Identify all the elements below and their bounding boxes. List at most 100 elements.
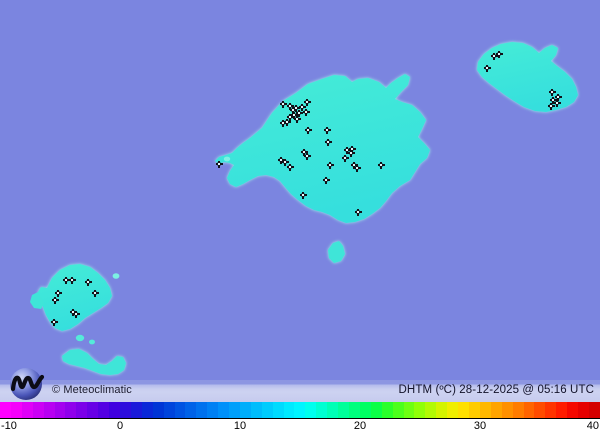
colorbar-swatch-10 [109, 402, 120, 418]
station-mallorca-23[interactable] [303, 152, 311, 160]
colorbar-swatch-52 [567, 402, 579, 418]
station-menorca-01[interactable] [490, 52, 498, 60]
station-mallorca-15[interactable] [304, 126, 312, 134]
layer-timestamp-label: DHTM (ºC) 28-12-2025 @ 05:16 UTC [398, 384, 594, 396]
colorbar-swatch-41 [447, 402, 459, 418]
station-eivissa-08[interactable] [72, 310, 80, 318]
colorbar-swatch-5 [54, 402, 66, 418]
station-mallorca-04[interactable] [289, 106, 297, 114]
colorbar-swatch-54 [588, 402, 600, 418]
station-mallorca-08[interactable] [286, 113, 294, 121]
colorbar-swatch-27 [294, 402, 306, 418]
station-mallorca-27[interactable] [326, 161, 334, 169]
station-mallorca-03[interactable] [286, 102, 294, 110]
station-menorca-06[interactable] [549, 96, 557, 104]
landmass-eivissa [30, 264, 112, 331]
colorbar-swatch-0 [0, 402, 11, 418]
colorbar-swatch-17 [185, 402, 197, 418]
landmass-cabrera [328, 241, 345, 263]
colorbar-swatch-18 [196, 402, 208, 418]
colorbar-swatch-16 [174, 402, 186, 418]
station-mallorca-18[interactable] [343, 146, 351, 154]
station-mallorca-10[interactable] [298, 103, 306, 111]
colorbar-swatch-42 [458, 402, 469, 418]
station-mallorca-14[interactable] [303, 98, 311, 106]
station-menorca-04[interactable] [548, 88, 556, 96]
colorbar-tick-20: 20 [353, 420, 367, 432]
station-eivissa-06[interactable] [91, 289, 99, 297]
station-mallorca-33[interactable] [354, 208, 362, 216]
station-mallorca-19[interactable] [348, 145, 356, 153]
station-mallorca-13[interactable] [279, 119, 287, 127]
station-menorca-08[interactable] [547, 102, 555, 110]
colorbar-swatch-20 [218, 402, 230, 418]
station-mallorca-31[interactable] [322, 176, 330, 184]
station-menorca-02[interactable] [495, 50, 503, 58]
colorbar-swatch-39 [425, 402, 437, 418]
station-eivissa-04[interactable] [54, 289, 62, 297]
colorbar-swatch-53 [578, 402, 589, 418]
station-menorca-07[interactable] [553, 99, 561, 107]
colorbar-swatch-44 [479, 402, 491, 418]
landmass-sa-dragonera [223, 156, 231, 162]
station-eivissa-01[interactable] [62, 276, 70, 284]
colorbar-swatch-36 [392, 402, 404, 418]
landmass-espalmador [75, 273, 120, 345]
colorbar-tick--10: -10 [1, 420, 17, 432]
station-mallorca-21[interactable] [341, 154, 349, 162]
station-mallorca-09[interactable] [293, 115, 301, 123]
colorbar-swatch-35 [381, 402, 393, 418]
station-mallorca-20[interactable] [347, 149, 355, 157]
colorbar-tick-40: 40 [586, 420, 599, 432]
colorbar-swatch-29 [316, 402, 328, 418]
colorbar-swatch-8 [87, 402, 99, 418]
station-mallorca-26[interactable] [286, 163, 294, 171]
station-mallorca-29[interactable] [353, 164, 361, 172]
colorbar-swatch-12 [130, 402, 142, 418]
colorbar-swatch-34 [370, 402, 382, 418]
station-mallorca-07[interactable] [290, 111, 298, 119]
station-mallorca-16[interactable] [323, 126, 331, 134]
station-mallorca-01[interactable] [215, 160, 223, 168]
colorbar-swatch-31 [338, 402, 349, 418]
station-mallorca-02[interactable] [279, 100, 287, 108]
colorbar-swatch-22 [239, 402, 251, 418]
copyright-label: © Meteoclimatic [52, 384, 132, 396]
map-canvas[interactable] [0, 0, 600, 380]
station-mallorca-17[interactable] [324, 138, 332, 146]
colorbar-swatch-9 [98, 402, 110, 418]
colorbar-swatch-37 [403, 402, 415, 418]
meteoclimatic-logo-icon[interactable] [4, 364, 50, 402]
station-eivissa-05[interactable] [51, 296, 59, 304]
colorbar-swatch-25 [272, 402, 284, 418]
map-footer-bar: © Meteoclimatic DHTM (ºC) 28-12-2025 @ 0… [0, 368, 600, 402]
station-mallorca-22[interactable] [300, 148, 308, 156]
station-mallorca-11[interactable] [302, 108, 310, 116]
colorbar-gradient [0, 402, 600, 419]
station-mallorca-25[interactable] [281, 158, 289, 166]
colorbar-tick-10: 10 [233, 420, 247, 432]
station-eivissa-02[interactable] [68, 276, 76, 284]
station-mallorca-28[interactable] [350, 161, 358, 169]
station-mallorca-24[interactable] [277, 156, 285, 164]
station-eivissa-07[interactable] [69, 308, 77, 316]
colorbar-swatch-3 [32, 402, 44, 418]
station-menorca-03[interactable] [483, 64, 491, 72]
colorbar-swatch-11 [119, 402, 131, 418]
colorbar-tick-labels: -10 0 10 20 30 40 [0, 419, 600, 435]
station-mallorca-32[interactable] [299, 191, 307, 199]
station-menorca-05[interactable] [554, 93, 562, 101]
colorbar-swatch-24 [261, 402, 273, 418]
station-mallorca-12[interactable] [283, 118, 291, 126]
station-eivissa-09[interactable] [50, 318, 58, 326]
temperature-colorbar[interactable]: -10 0 10 20 30 40 [0, 402, 600, 435]
colorbar-swatch-30 [327, 402, 339, 418]
colorbar-swatch-38 [414, 402, 426, 418]
colorbar-swatch-15 [163, 402, 175, 418]
station-mallorca-05[interactable] [292, 104, 300, 112]
colorbar-swatch-32 [349, 402, 360, 418]
station-mallorca-30[interactable] [377, 161, 385, 169]
station-mallorca-06[interactable] [295, 109, 303, 117]
station-eivissa-03[interactable] [84, 278, 92, 286]
